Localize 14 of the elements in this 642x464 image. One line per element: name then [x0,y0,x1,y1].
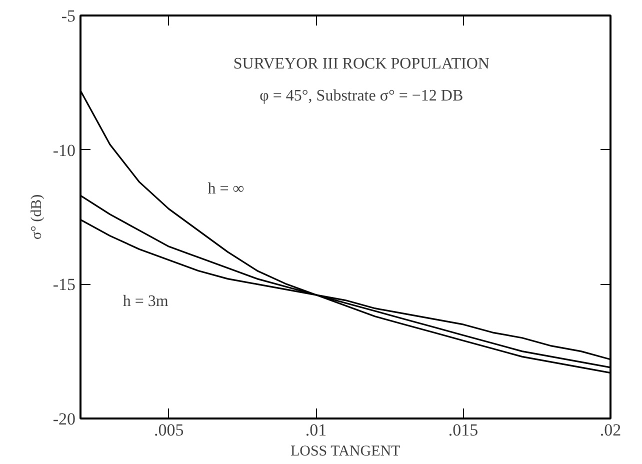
annotation: h = 3m [122,293,169,310]
text: φ = 45°, Substrate σ° = −12 DB [260,88,464,105]
y-tick-label: -15 [52,275,76,294]
x-axis-title: LOSS TANGENT [290,444,400,460]
x-tick-label: .015 [448,420,478,440]
y-tick-label: -5 [61,6,76,26]
x-tick-label: .02 [600,420,622,440]
y-tick-label: -10 [52,140,76,160]
y-tick-label: -20 [52,410,76,428]
annotation: h = ∞ [208,180,244,198]
text: SURVEYOR III ROCK POPULATION [233,55,490,72]
x-tick-label: .005 [154,420,184,440]
x-tick-label: .01 [305,420,327,440]
y-axis-title: σ° (dB) [28,194,45,240]
